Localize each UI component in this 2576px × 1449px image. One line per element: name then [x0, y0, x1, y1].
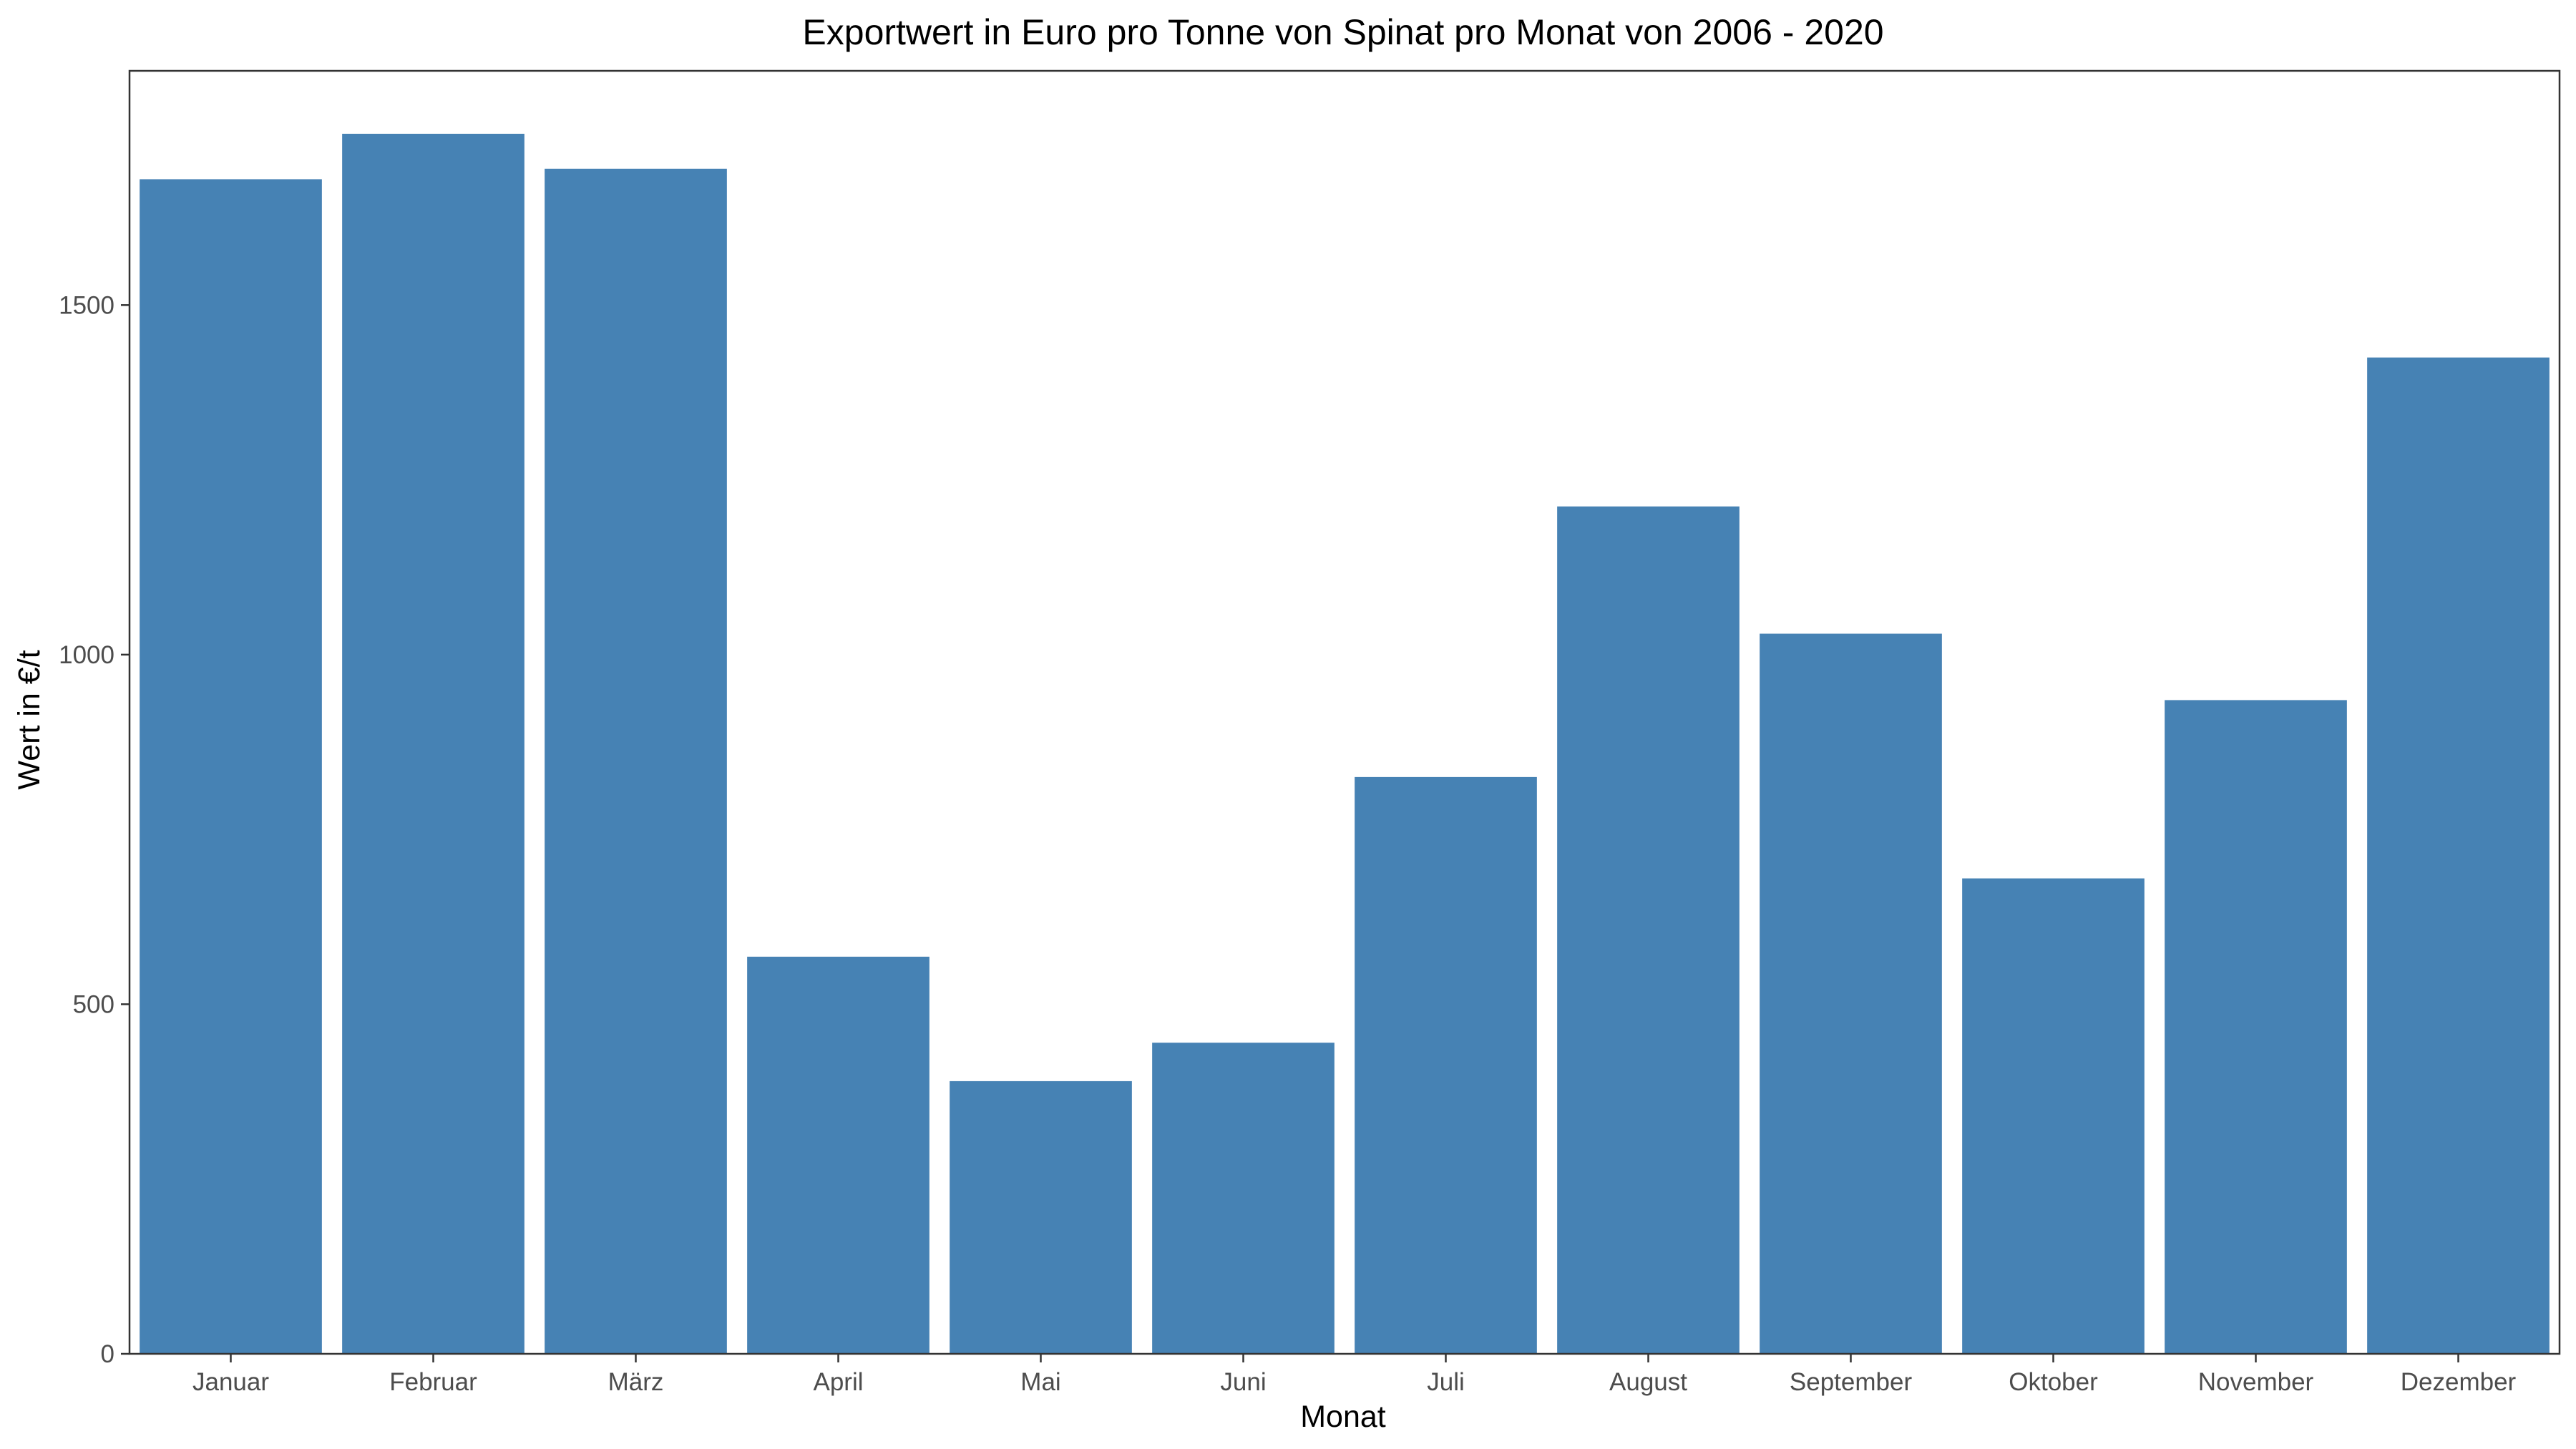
bar-november: [2165, 700, 2347, 1354]
bar-april: [747, 957, 930, 1354]
x-axis-title: Monat: [1300, 1400, 1386, 1434]
bar-februar: [342, 133, 525, 1354]
y-tick-label: 1500: [59, 291, 114, 319]
x-tick-label: März: [608, 1368, 664, 1396]
x-tick-label: Juni: [1220, 1368, 1266, 1396]
y-tick-label: 0: [101, 1340, 114, 1368]
x-tick-label: Dezember: [2401, 1368, 2517, 1396]
x-tick-label: Februar: [389, 1368, 477, 1396]
bar-januar: [140, 179, 322, 1355]
bar-dezember: [2367, 357, 2550, 1354]
x-tick-label: November: [2198, 1368, 2314, 1396]
y-axis: 0 500 1000 1500: [59, 291, 130, 1368]
bar-juli: [1355, 776, 1537, 1354]
bar-mai: [950, 1080, 1132, 1354]
x-tick-label: Januar: [192, 1368, 269, 1396]
x-tick-label: Juli: [1427, 1368, 1465, 1396]
x-tick-label: September: [1790, 1368, 1913, 1396]
bars-group: [140, 133, 2550, 1355]
bar-september: [1760, 633, 1942, 1354]
bar-august: [1557, 506, 1740, 1354]
y-tick-label: 500: [73, 990, 114, 1018]
x-tick-label: April: [813, 1368, 863, 1396]
bar-märz: [545, 168, 727, 1354]
bar-oktober: [1962, 878, 2145, 1354]
panel-border: [128, 69, 2561, 1355]
y-axis-title: Wert in €/t: [12, 650, 47, 789]
x-axis: Januar Februar März April Mai Juni Juli August S…: [192, 1354, 2517, 1396]
x-tick-label: Oktober: [2009, 1368, 2098, 1396]
bar-juni: [1152, 1043, 1335, 1354]
x-tick-label: Mai: [1020, 1368, 1060, 1396]
x-tick-label: August: [1609, 1368, 1687, 1396]
chart-title: Exportwert in Euro pro Tonne von Spinat …: [802, 12, 1883, 52]
y-tick-label: 1000: [59, 641, 114, 669]
